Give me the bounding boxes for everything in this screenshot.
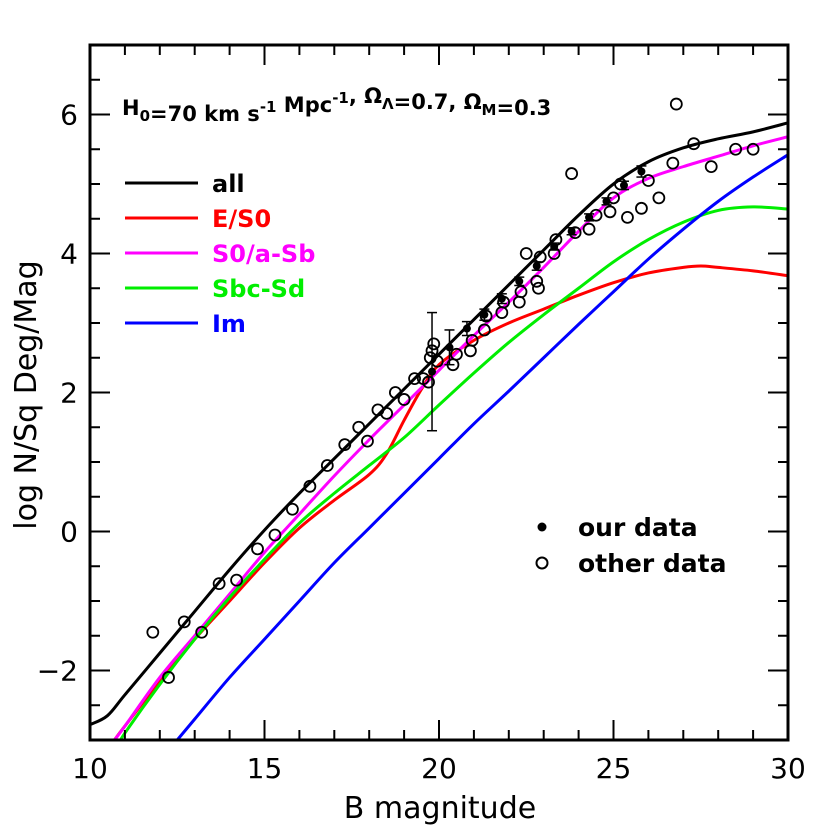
other-data-point: [423, 351, 437, 365]
y-axis-label: log N/Sq Deg/Mag: [9, 260, 44, 529]
other-data-point: [621, 210, 634, 224]
our-data-point: [427, 311, 438, 432]
our-data-point: [636, 165, 647, 178]
other-data-points: [146, 97, 760, 684]
series-line-im: [176, 153, 788, 740]
x-tick-label: 30: [770, 752, 806, 785]
other-data-point: [669, 97, 683, 111]
other-data-point: [450, 347, 463, 361]
y-tick-label: 4: [60, 238, 78, 271]
other-data-point: [195, 625, 209, 639]
x-axis-label: B magnitude: [344, 791, 536, 826]
other-data-point: [146, 625, 160, 639]
legend-marker-other-data: [535, 556, 549, 570]
other-data-point: [212, 577, 226, 591]
other-data-point: [427, 337, 441, 351]
other-data-point: [352, 420, 366, 434]
x-tick-label: 20: [421, 752, 457, 785]
other-data-point: [286, 502, 299, 516]
other-data-point: [268, 528, 282, 542]
other-data-point: [162, 671, 175, 684]
other-data-point: [514, 285, 528, 299]
other-data-point: [408, 372, 421, 386]
legend: all E/S0 S0/a-Sb Sbc-Sd Im: [125, 170, 315, 338]
axis-ticks: [89, 44, 789, 741]
other-data-point: [477, 323, 491, 337]
other-data-point: [251, 542, 264, 556]
legend-label-s0-a-sb: S0/a-Sb: [212, 240, 315, 268]
cosmology-annotation: H0=70 km s-1 Mpc-1, ΩΛ=0.7, ΩM=0.3: [122, 84, 551, 126]
other-data-point: [512, 295, 526, 309]
series-line-sbc-sd: [119, 205, 788, 740]
other-data-point: [361, 434, 374, 448]
other-data-point: [465, 333, 479, 347]
our-data-point: [531, 261, 542, 271]
other-data-point: [519, 247, 533, 260]
other-data-point: [464, 344, 477, 358]
x-tick-label: 25: [596, 752, 632, 785]
legend-label-im: Im: [212, 310, 246, 338]
our-data-point: [461, 320, 472, 337]
other-data-point: [635, 201, 648, 215]
other-data-point: [388, 386, 402, 399]
other-data-point: [603, 205, 617, 219]
other-data-point: [642, 174, 655, 187]
our-data-point: [618, 180, 629, 191]
points-legend: our data other data: [535, 513, 727, 578]
legend-marker-our-data: [537, 522, 547, 532]
legend-label-other-data: other data: [578, 549, 727, 578]
our-data-point: [444, 329, 455, 366]
other-data-point: [380, 406, 394, 420]
y-tick-label: 6: [60, 99, 78, 132]
other-data-point: [652, 191, 666, 205]
x-tick-label: 15: [247, 752, 283, 785]
legend-label-our-data: our data: [578, 513, 698, 542]
our-data-points: [427, 165, 647, 432]
legend-label-sbc-sd: Sbc-Sd: [212, 275, 305, 303]
other-data-point: [582, 222, 596, 236]
other-data-point: [532, 281, 545, 295]
our-data-point: [584, 213, 595, 222]
our-data-point: [479, 308, 490, 321]
other-data-point: [303, 479, 317, 493]
series-line-s0-a-sb: [113, 135, 788, 740]
our-data-point: [496, 293, 507, 305]
our-data-point: [549, 242, 560, 251]
our-data-point: [566, 227, 577, 236]
x-tick-label: 10: [72, 752, 108, 785]
other-data-point: [338, 438, 352, 452]
legend-label-all: all: [212, 170, 245, 198]
other-data-point: [729, 142, 743, 156]
tick-labels: 10 15 20 25 30 −2 0 2 4 6: [37, 99, 806, 786]
other-data-point: [704, 160, 718, 174]
other-data-point: [320, 459, 334, 472]
our-data-point: [601, 197, 612, 206]
other-data-point: [565, 167, 579, 180]
our-data-point: [514, 276, 525, 287]
other-data-point: [479, 309, 493, 323]
other-data-point: [397, 393, 411, 406]
other-data-point: [530, 274, 544, 288]
series-line-all: [90, 121, 788, 727]
other-data-point: [666, 156, 680, 170]
other-data-point: [746, 142, 760, 156]
y-tick-label: −2: [37, 655, 78, 688]
other-data-point: [422, 375, 435, 389]
model-curves: [90, 121, 788, 740]
y-tick-label: 2: [60, 377, 78, 410]
other-data-point: [687, 137, 701, 151]
other-data-point: [177, 615, 191, 629]
legend-label-e-s0: E/S0: [212, 205, 271, 233]
other-data-point: [230, 573, 243, 587]
y-tick-label: 0: [60, 516, 78, 549]
